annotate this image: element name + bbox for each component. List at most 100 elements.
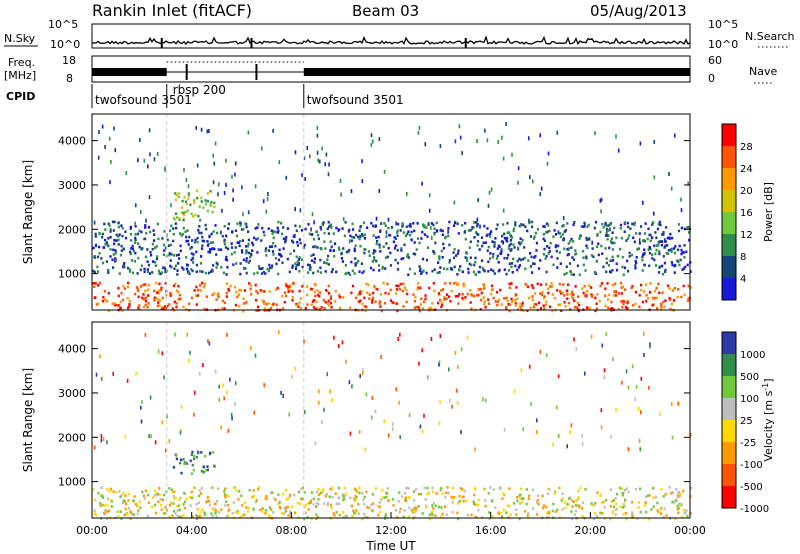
heat-cell <box>511 236 514 239</box>
heat-cell <box>303 339 305 344</box>
heat-cell <box>337 246 341 250</box>
heat-cell <box>594 309 597 313</box>
heat-cell <box>635 261 638 265</box>
heat-cell <box>97 284 100 287</box>
heat-cell <box>550 282 553 285</box>
heat-cell <box>425 271 428 275</box>
heat-cell <box>643 290 646 293</box>
heat-cell <box>664 270 667 273</box>
heat-cell <box>314 283 317 287</box>
heat-cell <box>234 246 237 249</box>
heat-cell <box>457 282 460 286</box>
heat-cell <box>170 224 173 227</box>
heat-cell <box>449 299 452 303</box>
heat-cell <box>538 301 541 305</box>
heat-cell <box>576 301 579 305</box>
heat-cell <box>241 251 244 254</box>
heat-cell <box>542 296 545 300</box>
heat-cell <box>440 305 443 309</box>
heat-cell <box>503 427 506 432</box>
heat-cell <box>357 502 360 506</box>
heat-cell <box>177 297 180 301</box>
heat-cell <box>397 284 400 288</box>
heat-cell <box>574 305 577 309</box>
heat-cell <box>106 503 109 507</box>
heat-cell <box>163 375 165 380</box>
heat-cell <box>480 287 483 291</box>
heat-cell <box>107 269 110 272</box>
heat-cell <box>607 298 610 301</box>
heat-cell <box>586 306 589 309</box>
heat-cell <box>186 270 189 273</box>
heat-cell <box>206 244 209 247</box>
heat-cell <box>539 292 542 295</box>
heat-cell <box>649 344 651 349</box>
heat-cell <box>486 227 489 230</box>
heat-cell <box>593 271 597 275</box>
heat-cell <box>624 288 627 291</box>
heat-cell <box>127 306 130 310</box>
heat-cell <box>355 509 358 512</box>
heat-cell <box>672 299 676 302</box>
heat-cell <box>401 225 404 228</box>
heat-cell <box>291 505 294 509</box>
heat-cell <box>329 297 333 300</box>
heat-cell <box>645 299 648 303</box>
heat-cell <box>314 294 317 298</box>
heat-cell <box>396 229 399 232</box>
heat-cell <box>93 445 96 450</box>
heat-cell <box>177 253 180 257</box>
heat-cell <box>150 505 154 509</box>
heat-cell <box>669 307 672 311</box>
heat-cell <box>125 502 128 506</box>
heat-cell <box>424 297 427 301</box>
heat-cell <box>208 235 211 239</box>
heat-cell <box>366 506 369 509</box>
heat-cell <box>153 261 157 264</box>
heat-cell <box>627 490 630 493</box>
heat-cell <box>566 444 568 449</box>
heat-cell <box>326 227 329 231</box>
heat-cell <box>182 305 185 309</box>
colorbar-tick: 4 <box>740 274 746 285</box>
heat-cell <box>96 302 100 305</box>
heat-cell <box>393 247 396 250</box>
heat-cell <box>409 225 412 228</box>
heat-cell <box>521 238 524 242</box>
heat-cell <box>577 309 581 313</box>
xtick-label: 12:00 <box>375 524 407 537</box>
heat-cell <box>676 507 679 511</box>
heat-cell <box>172 239 175 243</box>
heat-cell <box>272 128 274 133</box>
heat-cell <box>476 139 478 143</box>
heat-cell <box>459 487 462 490</box>
velocity-ylabel: Slant Range [km] <box>21 368 35 472</box>
heat-cell <box>255 298 258 302</box>
heat-cell <box>412 222 415 225</box>
heat-cell <box>329 295 332 298</box>
heat-cell <box>464 256 467 259</box>
heat-cell <box>261 507 264 510</box>
heat-cell <box>160 508 163 511</box>
heat-cell <box>616 254 619 258</box>
heat-cell <box>631 511 634 514</box>
heat-cell <box>583 284 586 288</box>
heat-cell <box>448 295 451 298</box>
heat-cell <box>398 400 400 405</box>
heat-cell <box>431 302 434 305</box>
heat-cell <box>456 295 459 298</box>
heat-cell <box>274 257 277 260</box>
heat-cell <box>285 284 288 288</box>
xtick-label: 04:00 <box>176 524 208 537</box>
heat-cell <box>454 351 457 355</box>
heat-cell <box>644 495 648 499</box>
heat-cell <box>306 263 310 267</box>
heat-cell <box>384 224 387 228</box>
heat-cell <box>689 512 692 515</box>
heat-cell <box>626 259 629 263</box>
heat-cell <box>227 222 230 226</box>
heat-cell <box>251 249 254 252</box>
heat-cell <box>661 291 664 295</box>
heat-cell <box>113 220 116 224</box>
heat-cell <box>451 404 453 409</box>
